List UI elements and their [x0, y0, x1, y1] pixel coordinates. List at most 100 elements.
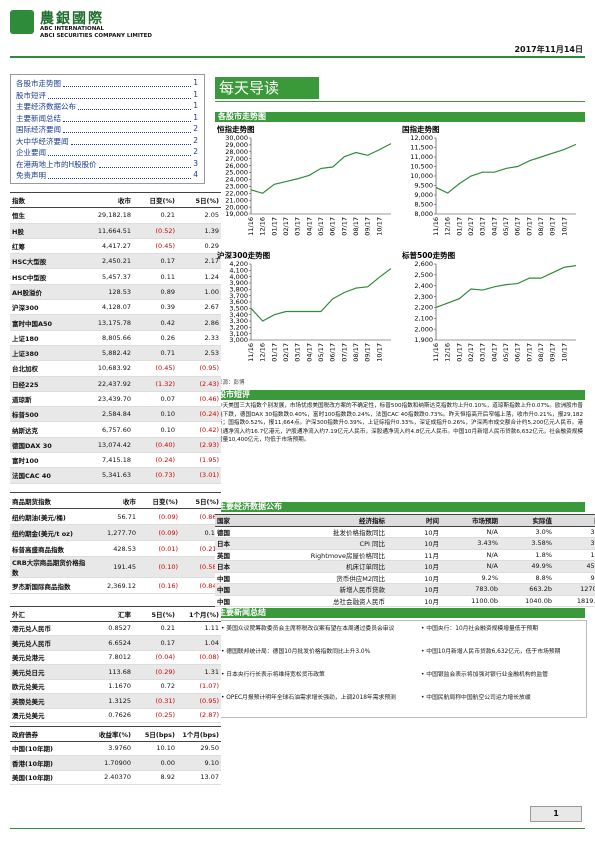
cell: 10月	[424, 574, 439, 583]
banner-rule	[215, 101, 585, 102]
header-cell: 5日(%)	[195, 197, 219, 206]
cell: 0.07	[160, 395, 175, 403]
cell: (0.31)	[155, 696, 175, 705]
cell: (2.93)	[199, 440, 219, 449]
y-tick-label: 9,000	[414, 191, 433, 199]
x-tick-label: 06/17	[329, 217, 337, 236]
chart: 恒指走势图 19,00020,00021,00022,00023,00024,00…	[217, 124, 392, 236]
data-table: 指数 收市 日变(%) 5日(%) 恒生 29,182.18 0.21 2.05 H股 11,66…	[10, 192, 221, 484]
cell: 7.8012	[108, 653, 131, 662]
header-cell: 日变(%)	[149, 197, 175, 206]
toc-title: 各股市走势图	[16, 79, 61, 88]
cell: 纽约期油(美元/桶)	[12, 513, 66, 522]
y-tick-label: 26,000	[225, 162, 248, 170]
cell: 上证180	[12, 334, 39, 343]
news-item: • 德国联邦统计局：德国10月批发价格指数同比上升3.0%	[221, 649, 371, 655]
toc-leader	[78, 101, 192, 110]
table-row: HSC大型股 2,450.21 0.17 2.17	[10, 253, 221, 269]
cell: (3.01)	[199, 471, 219, 480]
y-tick-label: 30,000	[225, 134, 248, 142]
header-cell: 市场预期	[472, 517, 498, 526]
y-tick-label: 2,400	[414, 282, 433, 290]
cell: 0.7626	[108, 711, 131, 720]
cell: Rightmove房屋价格同比	[310, 551, 385, 560]
cell: 恒生	[12, 212, 25, 221]
cell: 1040.0b	[525, 596, 552, 605]
y-tick-label: 8,000	[414, 210, 433, 218]
x-tick-label: 04/17	[490, 217, 498, 236]
cell: 澳元兑美元	[12, 712, 45, 721]
page-number: 1	[530, 806, 582, 822]
cell: 英国	[217, 551, 230, 560]
cell: 0.17	[160, 638, 175, 647]
company-cn: 農銀國際	[40, 11, 104, 27]
x-tick-label: 04/17	[305, 343, 313, 362]
cell: 13,175.78	[97, 318, 131, 327]
y-tick-label: 29,000	[225, 141, 248, 149]
cell: (0.42)	[199, 425, 219, 434]
cell: 0.21	[160, 211, 175, 220]
toc-page: 2	[193, 135, 198, 145]
cell: N/A	[486, 562, 499, 571]
header-cell: 经济指标	[359, 517, 385, 526]
toc-title: 大中华经济要闻	[16, 136, 69, 146]
table-row: 中国 总社会融资人民币 10月 1100.0b 1040.0b 1819.9b*	[215, 595, 595, 607]
cell: (0.25)	[155, 711, 175, 720]
table-row: 沪深300 4,128.07 0.39 2.67	[10, 299, 221, 315]
cell: 1.24	[204, 272, 219, 281]
table-row: 台北加权 10,683.92 (0.45) (0.95)	[10, 360, 221, 377]
cell: (0.09)	[158, 512, 178, 521]
cell: 663.2b	[529, 585, 552, 594]
chart-title: 沪深300走势图	[217, 250, 271, 260]
toc-page: 4	[193, 170, 198, 179]
cell: CPI 同比	[359, 540, 385, 549]
table-row: 纽约期油(美元/桶) 56.71 (0.09) (0.86)	[10, 508, 221, 525]
y-tick-label: 2,100	[414, 314, 433, 322]
cell: 1819.9b*	[576, 596, 595, 605]
chart-title: 标普500走势图	[401, 250, 456, 260]
cell: 428.53	[113, 544, 136, 553]
x-tick-label: 09/17	[549, 217, 557, 236]
cell: 783.0b	[475, 585, 498, 594]
header-cell: 收市	[118, 197, 131, 206]
toc-row: 股市短评 1	[16, 90, 198, 101]
x-tick-label: 08/17	[537, 343, 545, 362]
toc-page: 2	[193, 147, 198, 156]
header-rule	[10, 56, 585, 58]
x-tick-label: 06/17	[514, 343, 522, 362]
table-row: 澳元兑美元 0.7626 (0.25) (2.87)	[10, 708, 221, 723]
cell: (0.46)	[199, 395, 219, 403]
cell: 总社会融资人民币	[333, 597, 385, 606]
x-tick-label: 10/17	[560, 217, 568, 236]
toc-row: 企业要闻 2	[16, 147, 198, 158]
cell: 0.89	[160, 287, 175, 296]
cell: 10月	[424, 540, 439, 549]
cell: 4,417.27	[102, 242, 131, 251]
table-row: 富时100 7,415.18 (0.24) (1.95)	[10, 452, 221, 468]
news-item: • 中国民航局称中国航空公司运力增长放缓	[421, 695, 531, 701]
x-tick-label: 03/17	[479, 343, 487, 362]
cell: 沪深300	[12, 304, 39, 313]
cell: 0.26	[160, 333, 175, 342]
company-en: ABCI SECURITIES COMPANY LIMITED	[40, 33, 152, 39]
cell: (0.84)	[199, 581, 219, 590]
cell: HSC大型股	[12, 258, 47, 267]
chart-title: 国指走势图	[402, 124, 440, 134]
cell: N/A	[486, 550, 499, 559]
commentary-text: 昨天美国三大指数个别发展，市场忧虑美国税改方案的不确定性，标普500指数和纳斯达…	[217, 403, 583, 443]
cell: (0.95)	[199, 364, 219, 373]
y-tick-label: 24,000	[225, 176, 248, 184]
cell: 7,415.18	[102, 456, 131, 465]
table-row: 罗杰斯国际商品指数 2,369.12 (0.16) (0.84)	[10, 577, 221, 594]
x-tick-label: 07/17	[525, 343, 533, 362]
cell: 美元兑人民币	[12, 639, 51, 648]
x-tick-label: 03/17	[479, 217, 487, 236]
toc-leader	[70, 136, 192, 145]
data-table: 政府债券 收益率(%) 5日(bps) 1个月(bps) 中国(10年期) 3.9760 1…	[10, 726, 221, 785]
y-tick-label: 11,000	[410, 153, 433, 161]
cell: 台北加权	[12, 365, 38, 374]
cell: (0.24)	[155, 456, 175, 465]
cell: 港元兑人民币	[12, 625, 51, 634]
y-tick-label: 2,500	[414, 271, 433, 279]
news-item: • 中国央行：10月社会融资规模增量低于预期	[421, 626, 538, 632]
